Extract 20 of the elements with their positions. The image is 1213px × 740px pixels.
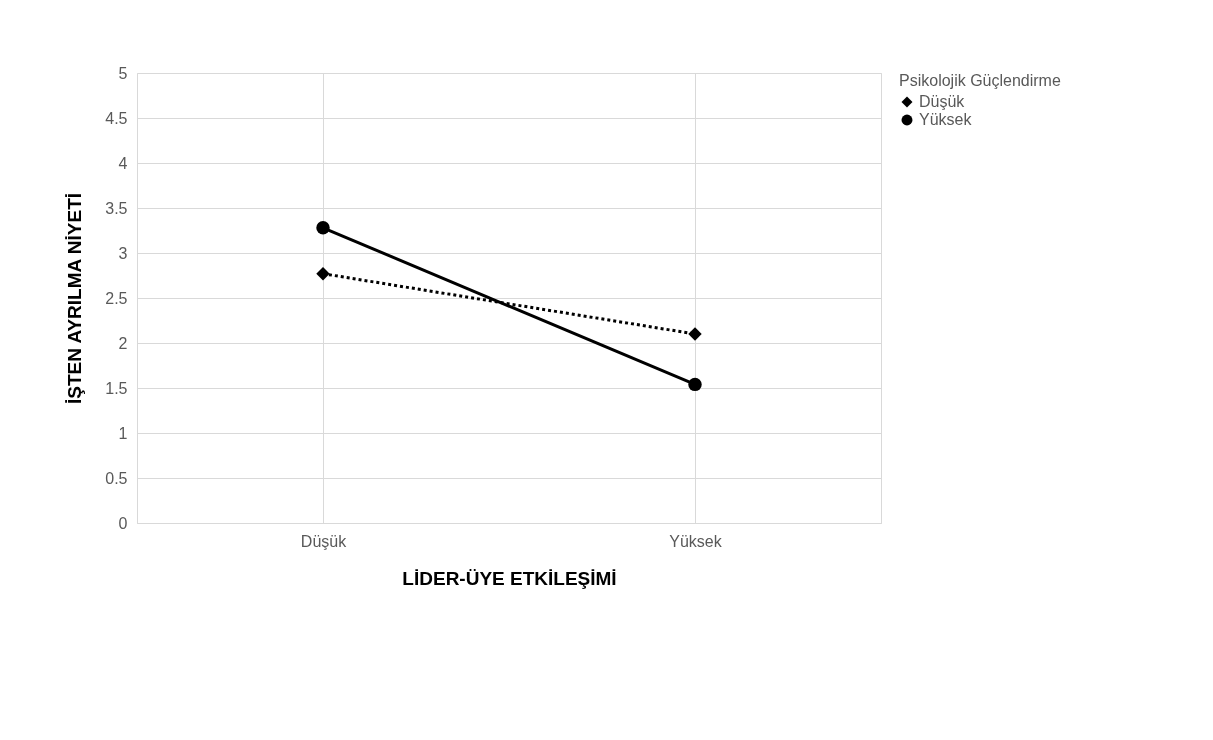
y-tick-label: 4 — [118, 154, 128, 172]
y-tick-label: 4.5 — [105, 109, 128, 127]
y-tick-label: 3 — [118, 244, 128, 262]
y-tick-label: 3.5 — [105, 199, 128, 217]
y-tick-label: 5 — [118, 64, 128, 82]
point — [316, 266, 330, 281]
point — [688, 327, 702, 341]
y-tick-label: 0 — [118, 514, 128, 532]
legend-label: Yüksek — [919, 111, 973, 128]
point — [688, 377, 702, 392]
y-axis-title: İŞTEN AYRILMA NİYETİ — [64, 192, 86, 405]
y-tick-label: 2.5 — [105, 289, 128, 307]
legend-title: Psikolojik Güçlendirme — [899, 72, 1061, 89]
legend-label: Düşük — [919, 93, 966, 110]
y-tick-label: 2 — [118, 334, 128, 352]
y-tick-label: 1 — [118, 424, 128, 442]
y-tick-label: 0.5 — [105, 469, 128, 487]
x-axis-title: LİDER-ÜYE ETKİLEŞİMİ — [402, 567, 617, 589]
y-tick-label: 1.5 — [105, 379, 128, 397]
point — [316, 221, 330, 235]
